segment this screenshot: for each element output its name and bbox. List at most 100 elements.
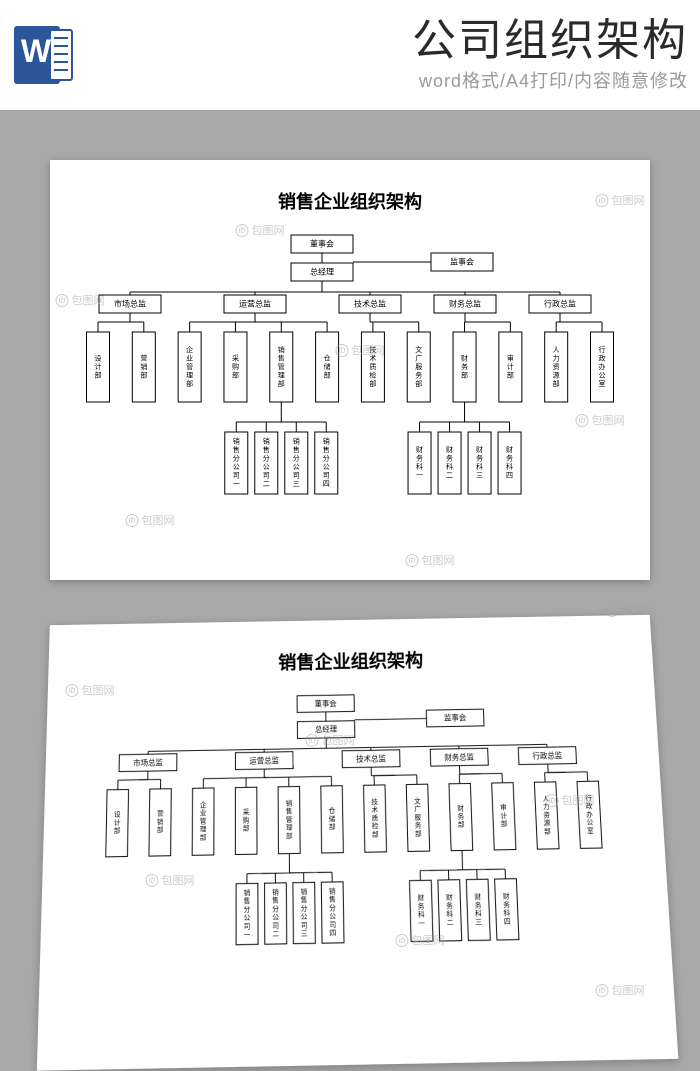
svg-text:室: 室 — [587, 825, 594, 835]
svg-text:分: 分 — [272, 903, 279, 913]
svg-text:售: 售 — [233, 445, 240, 454]
svg-text:司: 司 — [233, 472, 240, 480]
svg-text:文: 文 — [415, 345, 422, 354]
svg-text:司: 司 — [244, 922, 251, 931]
svg-text:务: 务 — [476, 454, 483, 463]
svg-text:术: 术 — [371, 805, 378, 815]
svg-text:服: 服 — [415, 363, 422, 371]
svg-text:部: 部 — [286, 831, 293, 841]
svg-text:部: 部 — [369, 379, 376, 388]
svg-text:采: 采 — [232, 353, 239, 362]
svg-text:公: 公 — [599, 371, 606, 379]
svg-text:财: 财 — [506, 445, 513, 454]
svg-text:部: 部 — [140, 370, 147, 379]
svg-text:W: W — [21, 33, 52, 69]
svg-text:财: 财 — [446, 892, 454, 902]
svg-text:审: 审 — [500, 802, 507, 812]
svg-text:四: 四 — [504, 917, 511, 926]
svg-text:务: 务 — [457, 811, 465, 821]
svg-text:务: 务 — [506, 454, 513, 463]
svg-text:分: 分 — [263, 454, 270, 463]
chart-title: 销售企业组织架构 — [70, 188, 630, 214]
svg-text:销: 销 — [272, 887, 279, 897]
svg-text:检: 检 — [372, 821, 379, 831]
svg-text:部: 部 — [232, 370, 239, 379]
svg-text:业: 业 — [186, 353, 193, 362]
svg-text:售: 售 — [244, 896, 251, 906]
svg-text:计: 计 — [507, 362, 514, 371]
svg-text:三: 三 — [476, 472, 483, 480]
svg-text:司: 司 — [293, 472, 300, 480]
svg-text:分: 分 — [244, 904, 251, 914]
svg-text:部: 部 — [243, 823, 250, 833]
svg-text:术: 术 — [369, 353, 376, 362]
svg-text:司: 司 — [263, 472, 270, 480]
svg-text:部: 部 — [324, 370, 331, 379]
svg-text:监事会: 监事会 — [444, 713, 466, 723]
svg-text:部: 部 — [329, 822, 336, 832]
svg-text:务: 务 — [415, 820, 423, 830]
svg-text:管: 管 — [278, 362, 285, 371]
svg-text:审: 审 — [507, 353, 514, 362]
svg-text:董事会: 董事会 — [310, 239, 334, 249]
svg-text:办: 办 — [599, 362, 606, 371]
svg-text:部: 部 — [200, 832, 207, 842]
svg-text:销: 销 — [278, 345, 285, 354]
svg-text:司: 司 — [301, 921, 308, 930]
svg-text:三: 三 — [293, 480, 300, 488]
svg-text:业: 业 — [200, 808, 207, 818]
svg-text:采: 采 — [243, 807, 250, 817]
svg-text:储: 储 — [329, 813, 336, 823]
svg-text:销: 销 — [286, 798, 293, 808]
svg-text:力: 力 — [553, 353, 560, 362]
svg-text:分: 分 — [301, 903, 308, 913]
svg-text:企: 企 — [186, 345, 193, 354]
svg-text:销: 销 — [329, 886, 336, 896]
svg-text:务: 务 — [503, 899, 511, 909]
svg-text:售: 售 — [293, 445, 300, 454]
header-subtitle: word格式/A4打印/内容随意修改 — [86, 67, 688, 93]
svg-text:部: 部 — [544, 826, 551, 836]
svg-text:政: 政 — [586, 801, 594, 811]
svg-text:监事会: 监事会 — [450, 257, 474, 267]
svg-text:理: 理 — [186, 371, 193, 379]
svg-text:人: 人 — [542, 795, 550, 804]
svg-text:四: 四 — [323, 480, 330, 488]
svg-text:运营总监: 运营总监 — [249, 756, 279, 766]
svg-text:财: 财 — [446, 445, 453, 454]
svg-text:行: 行 — [599, 345, 606, 354]
svg-text:分: 分 — [323, 454, 330, 463]
svg-text:销: 销 — [233, 437, 240, 446]
svg-text:行政总监: 行政总监 — [544, 299, 576, 309]
svg-text:文: 文 — [414, 796, 421, 806]
svg-text:务: 务 — [416, 454, 423, 463]
svg-text:部: 部 — [278, 379, 285, 388]
svg-text:务: 务 — [461, 362, 468, 371]
svg-text:公: 公 — [329, 913, 336, 921]
org-chart-1: 董事会监事会总经理市场总监运营总监技术总监财务总监行政总监设计部营销部企业管理部… — [70, 232, 630, 562]
svg-text:储: 储 — [324, 362, 331, 371]
svg-text:管: 管 — [200, 816, 207, 826]
svg-text:部: 部 — [553, 379, 560, 388]
svg-text:广: 广 — [415, 353, 422, 362]
svg-text:董事会: 董事会 — [315, 699, 337, 709]
svg-text:购: 购 — [243, 815, 250, 825]
svg-text:公: 公 — [323, 463, 330, 471]
svg-text:售: 售 — [263, 445, 270, 454]
svg-text:人: 人 — [553, 346, 560, 354]
svg-text:财: 财 — [476, 445, 483, 454]
svg-text:财: 财 — [474, 891, 482, 901]
svg-text:部: 部 — [501, 819, 508, 829]
svg-text:售: 售 — [278, 353, 285, 362]
svg-text:科: 科 — [503, 908, 511, 918]
svg-text:检: 检 — [369, 370, 376, 379]
svg-text:部: 部 — [114, 825, 121, 835]
word-icon: W — [8, 20, 78, 90]
svg-text:售: 售 — [323, 445, 330, 454]
svg-text:总经理: 总经理 — [310, 267, 334, 277]
svg-text:服: 服 — [415, 813, 422, 822]
svg-text:管: 管 — [186, 362, 193, 371]
svg-text:公: 公 — [293, 463, 300, 471]
svg-text:科: 科 — [446, 462, 453, 471]
svg-text:室: 室 — [599, 379, 606, 388]
